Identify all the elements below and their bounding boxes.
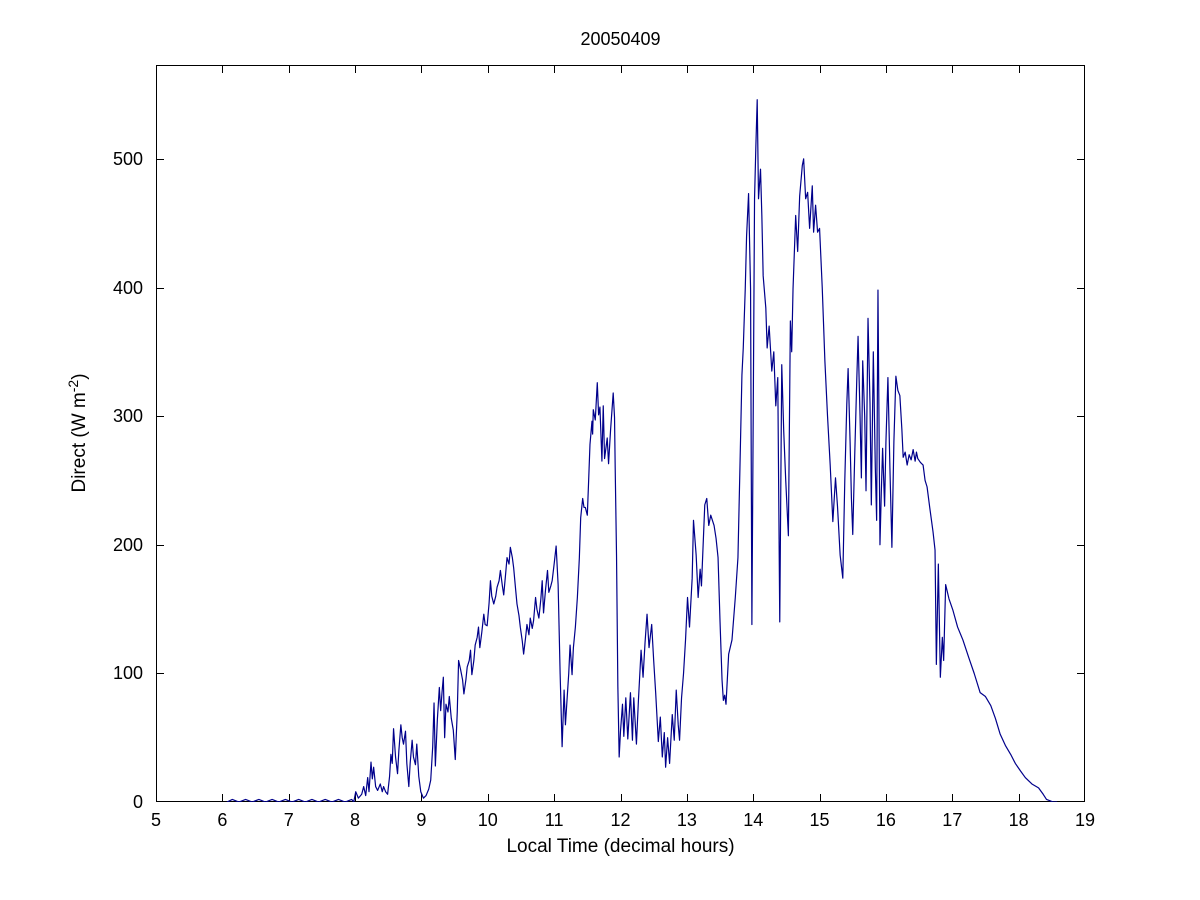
y-axis-tick-labels: 0 100 200 300 400 500 [0, 65, 143, 812]
x-tick-label: 11 [544, 810, 564, 830]
x-tick-label: 13 [676, 810, 697, 830]
x-axis-label: Local Time (decimal hours) [506, 836, 735, 857]
y-axis-label-exponent: -2 [65, 379, 81, 393]
x-tick-label: 18 [1008, 810, 1029, 830]
y-tick-label: 100 [112, 663, 143, 684]
x-axis-tick-labels: 5 6 7 8 9 10 11 12 13 14 15 16 17 18 19 [151, 810, 1095, 832]
x-tick-label: 17 [942, 810, 963, 830]
plot-title: 20050409 [580, 29, 661, 49]
x-tick-label: 10 [477, 810, 498, 830]
plot-svg [156, 65, 1085, 802]
axis-tick-marks [156, 65, 1085, 802]
x-tick-label: 5 [150, 810, 162, 830]
x-tick-label: 6 [217, 810, 228, 830]
y-tick-label: 400 [112, 277, 143, 298]
y-tick-label: 200 [112, 534, 143, 555]
x-tick-label: 14 [743, 810, 764, 830]
x-tick-label: 19 [1074, 810, 1096, 830]
x-tick-label: 12 [610, 810, 631, 830]
x-tick-label: 7 [283, 810, 294, 830]
y-tick-label: 500 [112, 148, 143, 169]
x-tick-label: 8 [350, 810, 361, 830]
x-tick-label: 15 [809, 810, 830, 830]
irradiance-line-series [226, 99, 1058, 802]
y-axis-label-text: Direct (W m [69, 392, 90, 493]
y-tick-label: 300 [112, 406, 143, 427]
plot-area [156, 65, 1085, 802]
y-axis-label: Direct (W m-2) [65, 373, 91, 493]
axes-box [156, 65, 1085, 802]
x-tick-label: 9 [416, 810, 427, 830]
y-tick-label: 0 [132, 792, 143, 812]
x-tick-label: 16 [875, 810, 896, 830]
